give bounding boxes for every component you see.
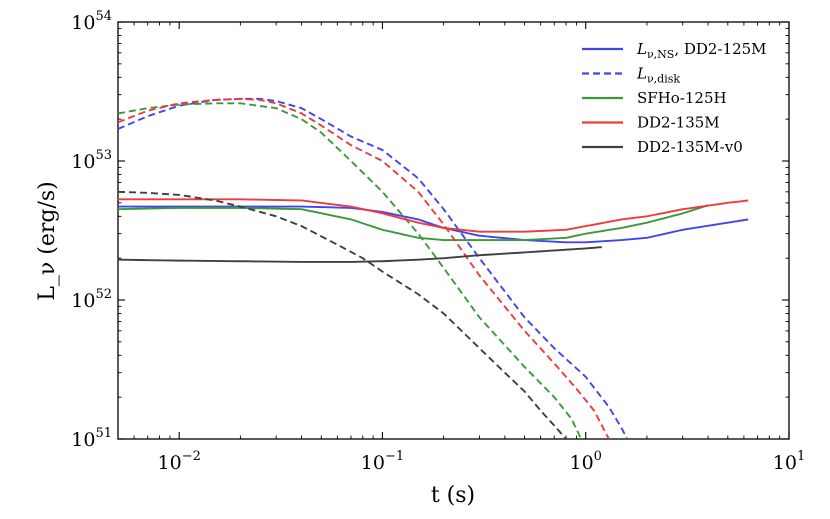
x-tick-label: 10−2 [158,449,201,474]
legend-label: Lν,NS, DD2-125M [636,40,767,61]
legend-label: DD2-135M [637,114,720,132]
legend-label: Lν,disk [636,65,680,86]
series-line-dd2-125m-ns [118,205,749,244]
x-tick-label: 100 [569,449,601,474]
series-line-sfho-125h-disk [118,102,583,439]
series-line-dd2-125m-disk [118,97,629,439]
axes: 10−2 10−1 100 101 1051 1052 1053 1054 [71,9,805,474]
series-line-dd2-135m-v0-disk [118,190,567,439]
series-line-dd2-135m-v0-ns [118,246,602,263]
y-tick-label: 1052 [71,287,112,312]
y-tick-label: 1051 [71,426,112,451]
y-tick-label: 1053 [71,148,112,173]
y-axis-label: L_ν (erg/s) [35,181,60,300]
series-line-sfho-125h-ns [118,204,709,241]
series-line-dd2-135m-ns [118,198,749,233]
series-layer [118,97,749,439]
legend: Lν,NS, DD2-125M Lν,disk SFHo-125H DD2-135M D… [582,40,767,156]
x-tick-label: 101 [773,449,805,474]
x-tick-label: 10−1 [361,449,404,474]
plot-frame [117,21,790,440]
legend-label: DD2-135M-v0 [637,138,743,156]
y-tick-label: 1054 [71,9,112,34]
x-axis-label: t (s) [431,483,475,508]
legend-label: SFHo-125H [637,89,727,107]
series-line-dd2-135m-disk [118,97,610,439]
